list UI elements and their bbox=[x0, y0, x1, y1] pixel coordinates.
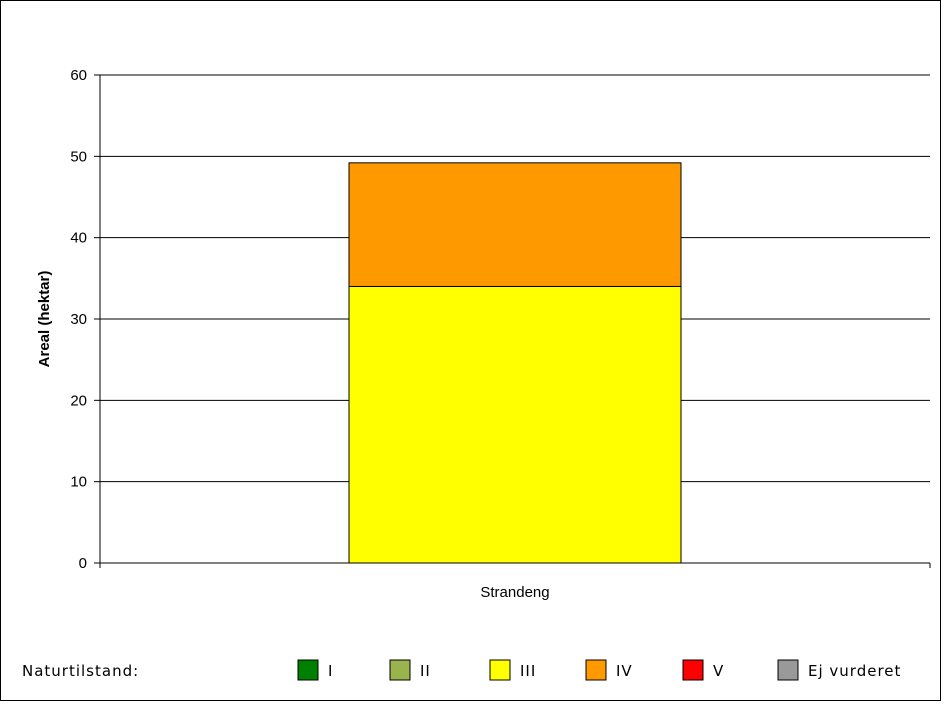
legend-swatch-iii bbox=[489, 659, 511, 681]
legend-label-v: V bbox=[713, 662, 724, 680]
gridlines bbox=[100, 74, 930, 483]
legend-title: Naturtilstand: bbox=[22, 662, 139, 680]
legend-swatch-v bbox=[682, 659, 704, 681]
y-tick-label-40: 40 bbox=[70, 230, 87, 247]
y-tick-label-60: 60 bbox=[70, 67, 87, 84]
legend-label-ii: II bbox=[420, 662, 431, 680]
y-tick-label-50: 50 bbox=[70, 148, 87, 165]
legend-swatch-i bbox=[297, 659, 319, 681]
bar-segment-iv bbox=[348, 162, 682, 287]
legend-label-ej-vurderet: Ej vurderet bbox=[808, 662, 901, 680]
x-tick-label-0: Strandeng bbox=[480, 584, 549, 601]
legend-swatch-iv bbox=[585, 659, 607, 681]
legend-swatch-ej-vurderet bbox=[777, 659, 799, 681]
legend-swatch-ii bbox=[389, 659, 411, 681]
axes bbox=[94, 74, 931, 568]
y-tick-labels: 0 10 20 30 40 50 60 bbox=[70, 67, 87, 572]
y-axis-label: Areal (hektar) bbox=[36, 271, 53, 368]
y-tick-label-10: 10 bbox=[70, 474, 87, 491]
legend-label-i: I bbox=[328, 662, 333, 680]
legend: Naturtilstand: I II III IV V Ej vurderet bbox=[22, 659, 901, 681]
y-tick-label-0: 0 bbox=[79, 555, 87, 572]
bars bbox=[348, 162, 682, 564]
y-tick-label-20: 20 bbox=[70, 392, 87, 409]
bar-segment-iii bbox=[348, 285, 682, 564]
y-tick-label-30: 30 bbox=[70, 311, 87, 328]
legend-label-iv: IV bbox=[616, 662, 633, 680]
legend-label-iii: III bbox=[520, 662, 536, 680]
x-tick-labels: Strandeng bbox=[480, 584, 549, 601]
